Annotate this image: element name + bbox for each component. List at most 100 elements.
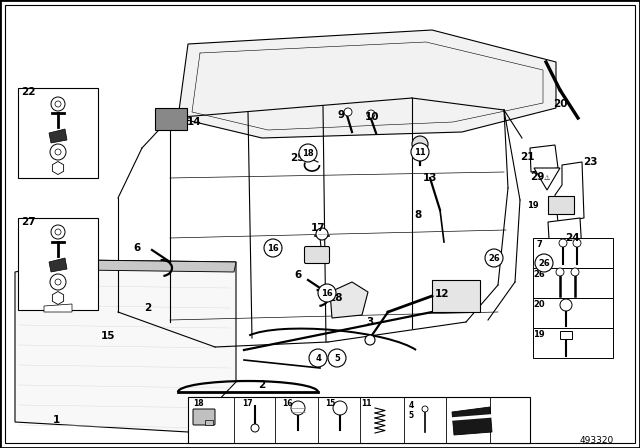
Bar	[188, 397, 530, 443]
Circle shape	[55, 101, 61, 107]
Circle shape	[55, 149, 61, 155]
Polygon shape	[49, 129, 67, 143]
Text: 23: 23	[583, 157, 597, 167]
Text: 6: 6	[133, 243, 141, 253]
Text: 8: 8	[414, 210, 422, 220]
Text: 12: 12	[435, 289, 449, 299]
Text: 11: 11	[361, 399, 371, 408]
Text: 22: 22	[20, 87, 35, 97]
Text: 14: 14	[187, 117, 202, 127]
Polygon shape	[330, 282, 368, 318]
Circle shape	[333, 401, 347, 415]
Circle shape	[411, 143, 429, 161]
Circle shape	[55, 229, 61, 235]
Circle shape	[556, 268, 564, 276]
Text: 17: 17	[310, 223, 325, 233]
Text: 17: 17	[242, 399, 252, 408]
Circle shape	[560, 299, 572, 311]
Text: 2: 2	[259, 380, 266, 390]
Circle shape	[309, 349, 327, 367]
Text: 25: 25	[290, 153, 304, 163]
Circle shape	[318, 284, 336, 302]
Text: 9: 9	[337, 110, 344, 120]
Circle shape	[535, 254, 553, 272]
Text: 20: 20	[553, 99, 567, 109]
Text: 16: 16	[321, 289, 333, 297]
Polygon shape	[534, 168, 560, 190]
Bar	[533, 328, 613, 358]
Text: 11: 11	[414, 147, 426, 156]
Circle shape	[316, 228, 328, 240]
Circle shape	[51, 225, 65, 239]
FancyBboxPatch shape	[305, 246, 330, 263]
Text: ⚠: ⚠	[544, 175, 550, 181]
Text: 4: 4	[408, 401, 413, 409]
Text: 26: 26	[488, 254, 500, 263]
Polygon shape	[15, 260, 236, 432]
Text: 4: 4	[315, 353, 321, 362]
Text: 16: 16	[267, 244, 279, 253]
Circle shape	[291, 401, 305, 415]
Text: 2: 2	[145, 303, 152, 313]
Text: 24: 24	[564, 233, 579, 243]
Text: 20: 20	[533, 300, 545, 309]
Ellipse shape	[542, 245, 562, 251]
Polygon shape	[530, 145, 558, 172]
Circle shape	[573, 239, 581, 247]
Bar	[533, 268, 613, 298]
Circle shape	[328, 349, 346, 367]
Circle shape	[251, 424, 259, 432]
Text: 5: 5	[408, 410, 413, 419]
Text: 27: 27	[20, 217, 35, 227]
Polygon shape	[452, 407, 492, 435]
Circle shape	[571, 268, 579, 276]
Circle shape	[299, 144, 317, 162]
Circle shape	[367, 110, 375, 118]
Text: 28: 28	[328, 293, 342, 303]
Circle shape	[55, 279, 61, 285]
Text: 18: 18	[302, 148, 314, 158]
Bar	[155, 108, 187, 130]
Circle shape	[365, 335, 375, 345]
Polygon shape	[76, 260, 236, 272]
Text: 19: 19	[533, 329, 545, 339]
Polygon shape	[178, 30, 556, 138]
Text: 6: 6	[294, 270, 301, 280]
Text: 18: 18	[193, 399, 204, 408]
Text: 7: 7	[536, 240, 542, 249]
Text: 15: 15	[100, 331, 115, 341]
Circle shape	[50, 274, 66, 290]
Bar	[560, 331, 572, 339]
Text: 19: 19	[527, 201, 539, 210]
Text: 10: 10	[365, 112, 380, 122]
Circle shape	[485, 249, 503, 267]
FancyBboxPatch shape	[193, 409, 215, 425]
Bar	[18, 88, 98, 178]
Polygon shape	[548, 218, 582, 256]
Text: 15: 15	[325, 399, 335, 408]
Bar	[205, 420, 213, 425]
Circle shape	[412, 136, 428, 152]
Polygon shape	[49, 258, 67, 272]
Bar	[533, 238, 613, 268]
Text: 21: 21	[520, 152, 534, 162]
Bar	[432, 280, 480, 312]
Circle shape	[559, 239, 567, 247]
Text: 26: 26	[538, 258, 550, 267]
Text: 29: 29	[530, 172, 544, 182]
Text: 16: 16	[282, 399, 292, 408]
Polygon shape	[555, 162, 584, 222]
Bar	[18, 218, 98, 310]
Text: 3: 3	[366, 317, 374, 327]
Text: 13: 13	[423, 173, 437, 183]
Bar	[542, 248, 562, 282]
Circle shape	[344, 108, 352, 116]
Circle shape	[264, 239, 282, 257]
Bar	[533, 298, 613, 328]
Circle shape	[50, 144, 66, 160]
Text: 5: 5	[334, 353, 340, 362]
Text: 1: 1	[52, 415, 60, 425]
Circle shape	[422, 406, 428, 412]
Polygon shape	[44, 304, 72, 312]
Text: 493320: 493320	[580, 435, 614, 444]
